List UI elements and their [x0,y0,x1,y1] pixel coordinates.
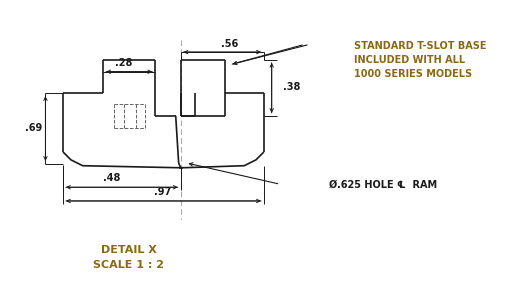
Text: Ø.625 HOLE ℄  RAM: Ø.625 HOLE ℄ RAM [330,179,437,189]
Text: STANDARD T-SLOT BASE
INCLUDED WITH ALL
1000 SERIES MODELS: STANDARD T-SLOT BASE INCLUDED WITH ALL 1… [354,41,486,79]
Text: .38: .38 [283,82,301,92]
Text: .69: .69 [25,123,43,133]
Text: .48: .48 [103,174,121,183]
Text: DETAIL X
SCALE 1 : 2: DETAIL X SCALE 1 : 2 [93,245,164,270]
Text: .28: .28 [115,58,133,68]
Text: .97: .97 [154,187,172,197]
Text: .56: .56 [221,39,238,49]
